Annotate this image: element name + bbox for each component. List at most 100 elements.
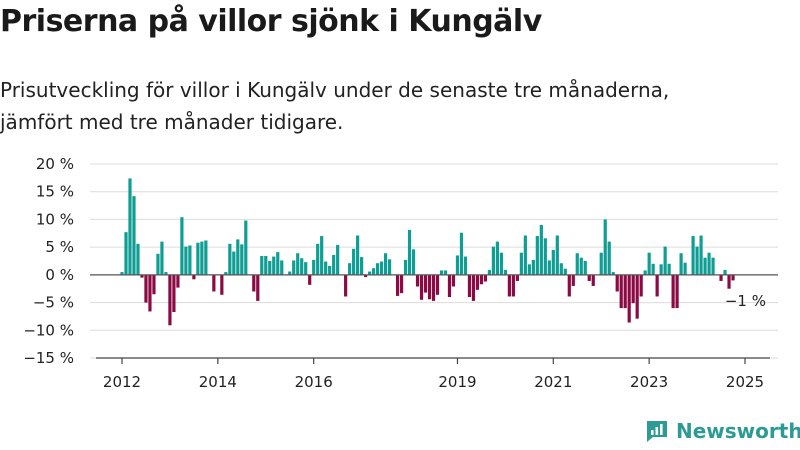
- bar: [148, 274, 152, 312]
- bar: [264, 256, 268, 275]
- bar: [308, 274, 312, 285]
- bar: [423, 274, 428, 293]
- bar: [451, 274, 456, 287]
- bar: [507, 274, 511, 297]
- bar: [679, 253, 683, 275]
- bar: [543, 238, 547, 275]
- bar: [395, 274, 400, 296]
- brand-name: Newsworthy: [676, 419, 800, 443]
- bar: [555, 235, 559, 275]
- bar: [567, 274, 571, 297]
- bar: [383, 253, 388, 275]
- x-tick-label: 2012: [103, 373, 141, 391]
- bar: [531, 259, 535, 275]
- bar: [623, 274, 627, 309]
- subtitle-line-2: jämfört med tre månader tidigare.: [0, 110, 344, 134]
- bar: [495, 241, 499, 275]
- x-tick-label: 2016: [295, 373, 333, 391]
- bar: [375, 263, 380, 275]
- bar: [723, 269, 727, 275]
- bar: [415, 274, 420, 287]
- bar: [172, 274, 176, 312]
- bar: [364, 274, 368, 278]
- bar: [336, 244, 340, 275]
- bar: [655, 274, 659, 297]
- bar: [427, 274, 432, 300]
- bar: [387, 259, 392, 275]
- bar: [603, 219, 607, 275]
- y-axis-ticks: 20 % 15 % 10 % 5 % 0 % −5 % −10 % −15 %: [23, 155, 74, 367]
- bar: [160, 241, 164, 275]
- bar: [695, 246, 699, 275]
- bar: [184, 246, 188, 275]
- y-tick-label: −5 %: [33, 294, 74, 312]
- bar: [591, 274, 595, 286]
- bar: [627, 274, 631, 323]
- bar: [667, 263, 671, 275]
- bar: [280, 260, 284, 275]
- bar: [176, 274, 180, 288]
- gridlines: [90, 163, 778, 359]
- bar: [671, 274, 675, 309]
- bar: [152, 274, 156, 295]
- y-tick-label: 10 %: [36, 210, 74, 228]
- bar: [711, 257, 715, 275]
- bar: [356, 235, 360, 275]
- bar: [132, 196, 136, 275]
- bar: [551, 249, 555, 275]
- bar: [224, 272, 228, 275]
- bar: [643, 270, 647, 275]
- bar: [212, 274, 216, 292]
- bar: [619, 274, 623, 309]
- last-value-annotation: −1 %: [725, 292, 766, 310]
- bar: [379, 261, 384, 275]
- bar: [579, 257, 583, 275]
- bar: [204, 240, 208, 275]
- bar: [292, 260, 296, 275]
- bar: [719, 274, 723, 281]
- bar: [467, 274, 472, 298]
- chart-title: Priserna på villor sjönk i Kungälv: [0, 4, 542, 39]
- bar: [559, 263, 563, 275]
- subtitle-line-1: Prisutveckling för villor i Kungälv unde…: [0, 78, 670, 102]
- bar: [276, 252, 280, 275]
- bar: [180, 217, 184, 275]
- bar: [192, 274, 196, 280]
- bar: [320, 236, 324, 275]
- bar: [348, 263, 352, 275]
- bar: [447, 274, 452, 298]
- y-tick-label: 0 %: [45, 266, 74, 284]
- y-tick-label: 20 %: [36, 155, 74, 173]
- bar: [156, 253, 160, 275]
- bar: [459, 232, 464, 275]
- bar: [236, 239, 240, 275]
- bar: [683, 262, 687, 275]
- bar: [288, 271, 292, 275]
- x-tick-label: 2021: [534, 373, 572, 391]
- bar: [136, 243, 140, 275]
- bar: [587, 274, 591, 281]
- bar: [511, 274, 515, 297]
- bar: [607, 241, 611, 275]
- bar: [523, 235, 527, 275]
- bar: [268, 261, 272, 275]
- bar: [699, 235, 703, 275]
- bar: [144, 274, 148, 303]
- bar: [360, 257, 364, 275]
- bar: [411, 249, 416, 275]
- bar: [515, 274, 519, 281]
- bar: [659, 264, 663, 275]
- bar: [535, 236, 539, 275]
- y-tick-label: −15 %: [23, 349, 74, 367]
- bar: [635, 274, 639, 319]
- bar: [475, 274, 480, 290]
- bar: [651, 263, 655, 275]
- bar: [252, 274, 256, 292]
- bar: [328, 265, 332, 275]
- bar: [439, 270, 444, 275]
- bar: [316, 243, 320, 275]
- bar: [240, 244, 244, 275]
- bar: [256, 274, 260, 301]
- x-tick-label: 2023: [630, 373, 668, 391]
- bar: [344, 274, 348, 297]
